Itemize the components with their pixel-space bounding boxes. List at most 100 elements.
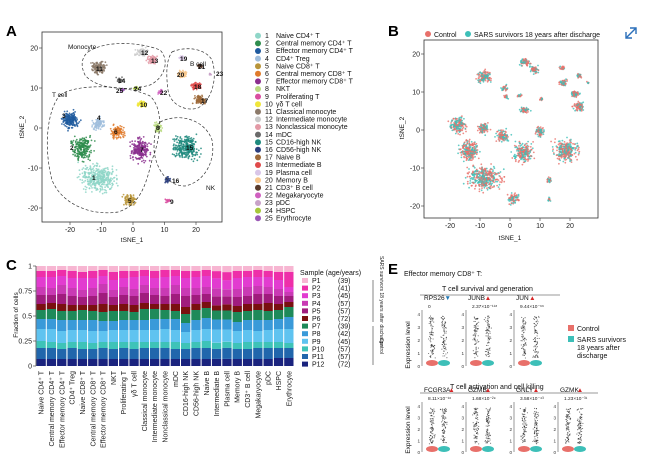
cell-point [78,156,80,158]
cell-point [486,187,488,189]
cell-point [86,155,88,157]
cell-point [146,156,148,158]
tick-label: 0.75 [18,289,32,296]
cell-point [524,161,526,163]
cell-point [566,152,568,154]
cell-point [506,97,508,99]
cell-point [110,128,112,130]
cluster-legend-dot [255,147,261,153]
cell-point [131,143,133,145]
cell-point [515,200,517,202]
cell-point [172,153,174,155]
cell-point [480,168,482,170]
cell-point [77,141,79,143]
cluster-number: 7 [140,147,144,154]
cell-point [148,63,150,65]
cell-point [72,127,74,129]
cell-point [181,143,183,145]
cell-point [469,176,471,178]
cell-point [538,131,540,133]
cluster-legend-name: Memory B [276,177,308,184]
cell-point [506,95,508,97]
cell-point [507,194,509,196]
cell-point [576,143,578,145]
bar-segment [57,343,66,349]
cell-point [481,125,483,127]
cell-point [138,54,140,56]
cell-point [469,180,471,182]
expand-arrows-icon[interactable] [626,28,636,38]
cell-point [490,163,492,165]
cell-point [518,145,520,147]
cluster-legend-id: 1 [265,33,269,40]
cell-point [511,192,513,194]
cell-point [181,138,183,140]
cell-point [560,81,562,83]
cell-point [179,137,181,139]
cell-point [579,76,581,78]
cell-point [505,128,507,130]
cell-point [484,74,486,76]
cell-point [512,202,514,204]
cluster-legend-id: 18 [265,162,273,169]
cell-point [180,149,182,151]
cell-point [101,61,103,63]
cluster-legend-dot [255,154,261,160]
cell-point [456,131,458,133]
cell-point [169,178,171,180]
cell-point [461,154,463,156]
cell-point [131,140,133,142]
cell-point [481,183,483,185]
cell-point [578,152,580,154]
tsne-b-ylabel: tSNE_2 [399,116,406,139]
cell-point [80,119,82,121]
cell-point [85,172,87,174]
cell-point [93,150,95,152]
cell-point [558,163,560,165]
cell-point [480,163,482,165]
cell-point [122,129,124,131]
cell-point [554,142,556,144]
cell-point [104,171,106,173]
cell-point [457,130,459,132]
cell-point [68,127,70,129]
cell-point [464,153,466,155]
cluster-number: 5 [128,198,132,205]
cell-point [136,52,138,54]
cell-point [535,68,537,70]
cluster-legend-name: Central memory CD4⁺ T [276,41,352,48]
cell-point [564,159,566,161]
cell-point [81,144,83,146]
group-label-nk: NK [206,185,216,192]
tick-label: 0 [34,126,38,133]
cluster-number: 13 [151,58,159,65]
cell-point [195,141,197,143]
bar-segment [78,349,87,359]
cell-point [521,149,523,151]
cell-point [130,194,132,196]
cell-point [562,156,564,158]
cell-point [479,71,481,73]
cell-point [473,178,475,180]
cell-point [69,118,71,120]
cell-point [550,141,552,143]
bar-segment [68,359,77,366]
cell-point [145,142,147,144]
cluster-number: 20 [177,72,185,79]
bar-segment [47,309,56,319]
cell-point [464,142,466,144]
cell-point [70,121,72,123]
cell-point [116,169,118,171]
cell-point [567,143,569,145]
cell-point [498,186,500,188]
cell-point [176,153,178,155]
cell-point [464,128,466,130]
cell-point [97,125,99,127]
cell-point [156,121,158,123]
cluster-number: 6 [114,129,118,136]
cell-point [209,73,211,75]
cell-point [97,183,99,185]
cell-point [461,115,463,117]
legend-dot-sars [465,31,471,37]
panel-a-letter: A [6,23,17,40]
